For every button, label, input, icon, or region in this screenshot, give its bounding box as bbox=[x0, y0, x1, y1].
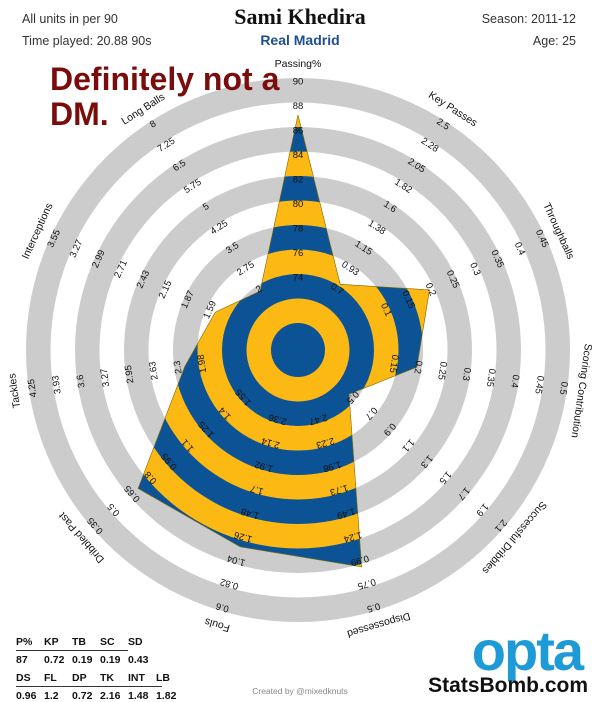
tick-label: 0.3 bbox=[467, 261, 482, 278]
stat-value: 0.72 bbox=[44, 654, 65, 666]
stats-divider bbox=[16, 650, 128, 651]
stat-value: 2.16 bbox=[100, 690, 121, 702]
axis-label: Fouls bbox=[203, 615, 231, 634]
tick-label: 76 bbox=[293, 248, 304, 259]
tick-label: 84 bbox=[293, 150, 304, 161]
tick-label: 90 bbox=[293, 77, 304, 88]
axis-label: Passing% bbox=[275, 58, 322, 70]
axis-label: Scoring Contribution bbox=[569, 343, 594, 439]
tick-label: 2.47 bbox=[308, 411, 329, 427]
tick-label: 0.45 bbox=[532, 375, 546, 395]
tick-label: 0.1 bbox=[378, 302, 393, 319]
stat-value: 0.72 bbox=[72, 690, 93, 702]
tick-label: 74 bbox=[293, 273, 304, 284]
tick-label: 1.92 bbox=[253, 458, 274, 474]
time-played: Time played: 20.88 90s bbox=[22, 34, 152, 48]
tick-label: 2.3 bbox=[172, 360, 185, 375]
stat-value: 0.19 bbox=[72, 654, 93, 666]
stats-table: P% KP TB SC SD 87 0.72 0.19 0.19 0.43 DS… bbox=[16, 636, 184, 702]
stat-header: DS bbox=[16, 672, 31, 684]
tick-label: 0.35 bbox=[484, 368, 498, 388]
axis-label: Tackles bbox=[6, 373, 23, 409]
stats-value-row-1: 87 0.72 0.19 0.19 0.43 bbox=[16, 654, 184, 666]
tick-label: 2.95 bbox=[123, 364, 137, 384]
tick-label: 80 bbox=[293, 199, 304, 210]
tick-label: 0.99 bbox=[349, 552, 370, 568]
tick-label: 0.75 bbox=[356, 576, 377, 592]
annotation-text: Definitely not a DM. bbox=[50, 61, 280, 132]
tick-label: 1.73 bbox=[329, 482, 350, 498]
stat-value: 0.43 bbox=[128, 654, 149, 666]
tick-label: 2.23 bbox=[315, 435, 336, 451]
stats-header-row-2: DS FL DP TK INT LB bbox=[16, 672, 184, 684]
stat-value: 0.96 bbox=[16, 690, 37, 702]
tick-label: 1.98 bbox=[322, 458, 343, 474]
stat-value: 1.82 bbox=[156, 690, 177, 702]
tick-label: 1.04 bbox=[226, 552, 247, 568]
tick-label: 4.25 bbox=[26, 378, 40, 398]
stats-value-row-2: 0.96 1.2 0.72 2.16 1.48 1.82 bbox=[16, 690, 184, 702]
stat-header: P% bbox=[16, 636, 33, 648]
tick-label: 2.36 bbox=[267, 411, 288, 427]
tick-label: 82 bbox=[293, 175, 304, 186]
tick-label: 0.2 bbox=[411, 360, 424, 375]
tick-label: 0.25 bbox=[435, 361, 449, 381]
tick-label: 2 bbox=[254, 283, 264, 295]
tick-label: 1.49 bbox=[335, 505, 356, 521]
stat-header: KP bbox=[44, 636, 59, 648]
opta-logo: opta bbox=[471, 619, 584, 682]
tick-label: 0.2 bbox=[423, 281, 438, 298]
tick-label: 1.98 bbox=[196, 354, 210, 374]
stat-value: 1.48 bbox=[128, 690, 149, 702]
stat-header: TB bbox=[72, 636, 86, 648]
tick-label: 86 bbox=[293, 126, 304, 137]
tick-label: 1.24 bbox=[342, 529, 363, 545]
tick-label: 3.93 bbox=[50, 375, 64, 395]
tick-label: 0.3 bbox=[460, 367, 473, 382]
tick-label: 2.14 bbox=[260, 435, 281, 451]
stat-header: SC bbox=[100, 636, 115, 648]
stat-value: 1.2 bbox=[44, 690, 59, 702]
tick-label: 5 bbox=[201, 201, 211, 213]
units-note: All units in per 90 bbox=[22, 12, 118, 26]
tick-label: 8 bbox=[148, 118, 158, 130]
credit-text: Created by @mixedknuts bbox=[252, 686, 348, 696]
data-area-band bbox=[271, 323, 325, 377]
age: Age: 25 bbox=[532, 34, 576, 48]
tick-label: 3.27 bbox=[99, 368, 113, 388]
stat-value: 0.19 bbox=[100, 654, 121, 666]
statsbomb-url: StatsBomb.com bbox=[428, 674, 588, 697]
tick-label: 78 bbox=[293, 224, 304, 235]
tick-label: 1.48 bbox=[240, 505, 261, 521]
player-name: Sami Khedira bbox=[234, 4, 366, 29]
tick-label: 0.6 bbox=[215, 600, 231, 614]
tick-label: 0.5 bbox=[366, 600, 382, 614]
stats-divider bbox=[16, 686, 162, 687]
tick-label: 88 bbox=[293, 101, 304, 112]
tick-label: 0.4 bbox=[508, 374, 521, 389]
tick-label: 0.82 bbox=[219, 576, 240, 592]
stat-value: 87 bbox=[16, 654, 28, 666]
tick-label: 0.15 bbox=[387, 354, 401, 374]
tick-label: 2.63 bbox=[147, 361, 161, 381]
stat-header: INT bbox=[128, 672, 145, 684]
team-name: Real Madrid bbox=[260, 32, 340, 48]
stat-header: FL bbox=[44, 672, 57, 684]
stat-header: SD bbox=[128, 636, 143, 648]
stat-header: TK bbox=[100, 672, 114, 684]
tick-label: 3.6 bbox=[75, 374, 88, 389]
stat-header: DP bbox=[72, 672, 87, 684]
data-polygon-outline bbox=[137, 114, 430, 568]
stats-header-row-1: P% KP TB SC SD bbox=[16, 636, 184, 648]
stat-header: LB bbox=[156, 672, 170, 684]
season: Season: 2011-12 bbox=[481, 12, 576, 26]
tick-label: 0.5 bbox=[557, 381, 570, 396]
tick-label: 1.26 bbox=[233, 529, 254, 545]
tick-label: 0.4 bbox=[512, 241, 527, 258]
tick-label: 1.7 bbox=[249, 482, 265, 496]
